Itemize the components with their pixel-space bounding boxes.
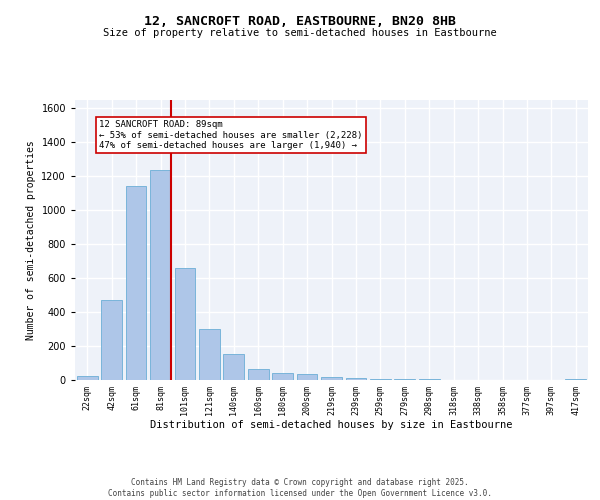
Bar	[296, 374, 317, 380]
Text: 12 SANCROFT ROAD: 89sqm
← 53% of semi-detached houses are smaller (2,228)
47% of: 12 SANCROFT ROAD: 89sqm ← 53% of semi-de…	[100, 120, 363, 150]
X-axis label: Distribution of semi-detached houses by size in Eastbourne: Distribution of semi-detached houses by …	[150, 420, 513, 430]
Bar	[223, 354, 244, 380]
Bar	[370, 378, 391, 380]
Y-axis label: Number of semi-detached properties: Number of semi-detached properties	[26, 140, 36, 340]
Bar	[565, 378, 586, 380]
Bar	[321, 376, 342, 380]
Bar	[199, 329, 220, 380]
Bar	[248, 369, 269, 380]
Bar	[175, 268, 196, 380]
Text: Contains HM Land Registry data © Crown copyright and database right 2025.
Contai: Contains HM Land Registry data © Crown c…	[108, 478, 492, 498]
Bar	[77, 376, 98, 380]
Text: 12, SANCROFT ROAD, EASTBOURNE, BN20 8HB: 12, SANCROFT ROAD, EASTBOURNE, BN20 8HB	[144, 15, 456, 28]
Bar	[272, 373, 293, 380]
Bar	[101, 300, 122, 380]
Text: Size of property relative to semi-detached houses in Eastbourne: Size of property relative to semi-detach…	[103, 28, 497, 38]
Bar	[125, 186, 146, 380]
Bar	[346, 378, 367, 380]
Bar	[150, 170, 171, 380]
